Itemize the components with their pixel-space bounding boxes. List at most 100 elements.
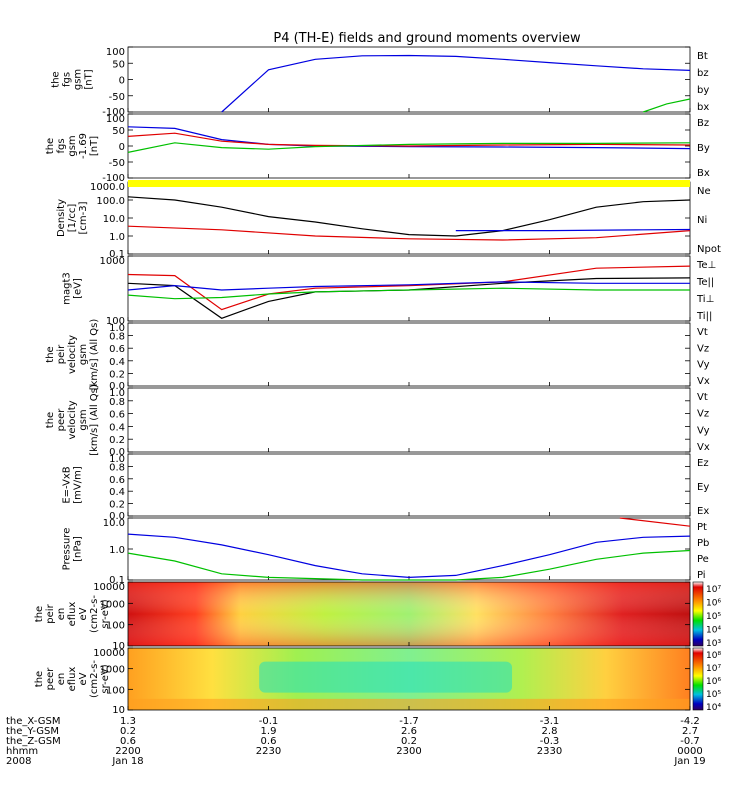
y-tick-label: 100: [106, 114, 125, 125]
x-column-value: 0.6: [261, 736, 277, 747]
x-column-value: 2330: [537, 746, 562, 757]
figure-title: P4 (TH-E) fields and ground moments over…: [273, 31, 581, 46]
y-axis-label: thepeirenefluxeV(cm2-s-sr-eV): [34, 595, 111, 633]
legend-Vy: Vy: [697, 360, 710, 371]
y-axis-label: thefgsgsm[nT]: [51, 69, 95, 90]
legend-Pb: Pb: [697, 538, 709, 549]
legend-By: By: [697, 143, 710, 154]
y-tick-label: 10000: [93, 582, 125, 593]
y-tick-label: 0.4: [109, 422, 125, 433]
panel-frame: [127, 322, 691, 387]
colorbar-label: 10⁵: [706, 612, 721, 622]
series-Ni: [127, 196, 691, 237]
legend-Bz: Bz: [697, 118, 709, 129]
colorbar-label: 10⁵: [706, 690, 721, 700]
legend-bx: bx: [697, 102, 709, 113]
colorbar-label: 10⁶: [706, 599, 721, 609]
legend-Bx: Bx: [697, 168, 710, 179]
x-column-value: -3.1: [540, 716, 560, 727]
x-column-value: 1.3: [120, 716, 136, 727]
legend-Vt: Vt: [697, 327, 708, 338]
legend-Ey: Ey: [697, 482, 709, 493]
colorbar-scale: [692, 581, 704, 647]
x-column-value: 2230: [256, 746, 281, 757]
y-tick-label: 1000.0: [90, 182, 125, 193]
series-Ti⊥: [127, 281, 690, 291]
y-tick-label: 0.2: [109, 369, 125, 380]
y-tick-label: 0: [119, 76, 125, 87]
colorbar-label: 10⁶: [706, 677, 721, 687]
legend-Vx: Vx: [697, 442, 710, 453]
spectrogram-core: [259, 661, 513, 693]
x-row-label: the_Y-GSM: [6, 726, 59, 737]
legend-Te||: Te||: [696, 277, 714, 288]
x-axis-labels: the_X-GSMthe_Y-GSMthe_Z-GSMhhmm20081.30.…: [6, 716, 706, 767]
y-tick-label: 100: [106, 621, 125, 632]
y-tick-label: 1000: [100, 599, 125, 610]
x-row-label: hhmm: [6, 746, 38, 757]
colorbar-label: 10⁴: [706, 626, 721, 636]
legend-Ne: Ne: [697, 186, 711, 197]
y-tick-label: 0.2: [109, 500, 125, 511]
panel-frame: [127, 181, 691, 255]
y-axis-label: thepeerenefluxeV(cm2-s-sr-eV): [34, 660, 111, 698]
legend-Vy: Vy: [697, 425, 710, 436]
y-tick-label: 0.4: [109, 487, 125, 498]
y-axis-label: thefgsgsm-1.69[nT]: [45, 133, 100, 159]
x-column-value: -4.2: [680, 716, 700, 727]
y-tick-label: -50: [109, 92, 125, 103]
colorbar-label: 10⁸: [706, 651, 721, 661]
legend-Pi: Pi: [697, 570, 706, 581]
legend-by: by: [697, 85, 709, 96]
colorbar-scale: [692, 647, 704, 711]
spectrogram-shading: [128, 582, 690, 646]
y-tick-label: 100: [106, 685, 125, 696]
x-column-value: 2.8: [542, 726, 558, 737]
legend-Te⊥: Te⊥: [696, 260, 716, 271]
colorbar-label: 10⁷: [706, 664, 721, 674]
x-column-value: 2200: [115, 746, 140, 757]
y-tick-label: 1.0: [109, 323, 125, 334]
panel-frame: [127, 46, 691, 113]
legend-Ez: Ez: [697, 458, 709, 469]
x-column-value: Jan 19: [673, 756, 705, 767]
y-tick-label: 0.1: [109, 575, 125, 586]
x-column-value: 2.7: [682, 726, 698, 737]
y-tick-label: 100: [106, 316, 125, 327]
y-tick-label: 10.0: [103, 214, 125, 225]
legend-Vz: Vz: [697, 409, 709, 420]
legend-Ex: Ex: [697, 506, 709, 517]
x-row-label: the_Z-GSM: [6, 736, 61, 747]
y-axis-label: magt3[eV]: [62, 272, 84, 305]
y-axis-label: E=-VxB[mV/m]: [62, 466, 84, 504]
y-tick-label: 0.6: [109, 344, 125, 355]
legend-Ti⊥: Ti⊥: [696, 294, 714, 305]
x-column-value: Jan 18: [111, 756, 143, 767]
panel-pressure: 10.0 1.0 0.1 Pressure[nPa] Pt Pb Pe Pi: [62, 517, 709, 586]
panel-peer_vel: 1.00.80.60.40.20.0thepeervelocitygsm[km/…: [45, 384, 710, 458]
series-bx: [221, 54, 691, 113]
series-Ne: [127, 225, 691, 241]
legend-Vz: Vz: [697, 343, 709, 354]
legend-Npot: Npot: [697, 244, 721, 255]
series-Pi: [127, 533, 691, 579]
x-column-value: -0.3: [540, 736, 560, 747]
y-tick-label: 1.0: [109, 388, 125, 399]
panel-temp: 1000 100 magt3[eV] Te⊥ Te|| Ti⊥ Ti||: [62, 255, 716, 327]
y-tick-label: 10000: [93, 648, 125, 659]
x-column-value: 0.2: [401, 736, 417, 747]
series-Bx: [127, 126, 691, 150]
series-Pe: [127, 549, 691, 581]
y-tick-label: 0.0: [109, 447, 125, 458]
y-tick-label: 50: [112, 126, 125, 137]
panel-frame: [127, 453, 691, 517]
x-column-value: 0.6: [120, 736, 136, 747]
spectrogram-lowband: [128, 698, 690, 710]
series-Pb: [619, 517, 691, 527]
y-tick-label: 100: [106, 47, 125, 58]
x-column-value: 2300: [396, 746, 421, 757]
quality-flag-bar: [128, 180, 690, 187]
panel-peir_vel: 1.00.80.6 0.40.20.0 thepeirvelocitygsm[km/…: [45, 319, 710, 392]
